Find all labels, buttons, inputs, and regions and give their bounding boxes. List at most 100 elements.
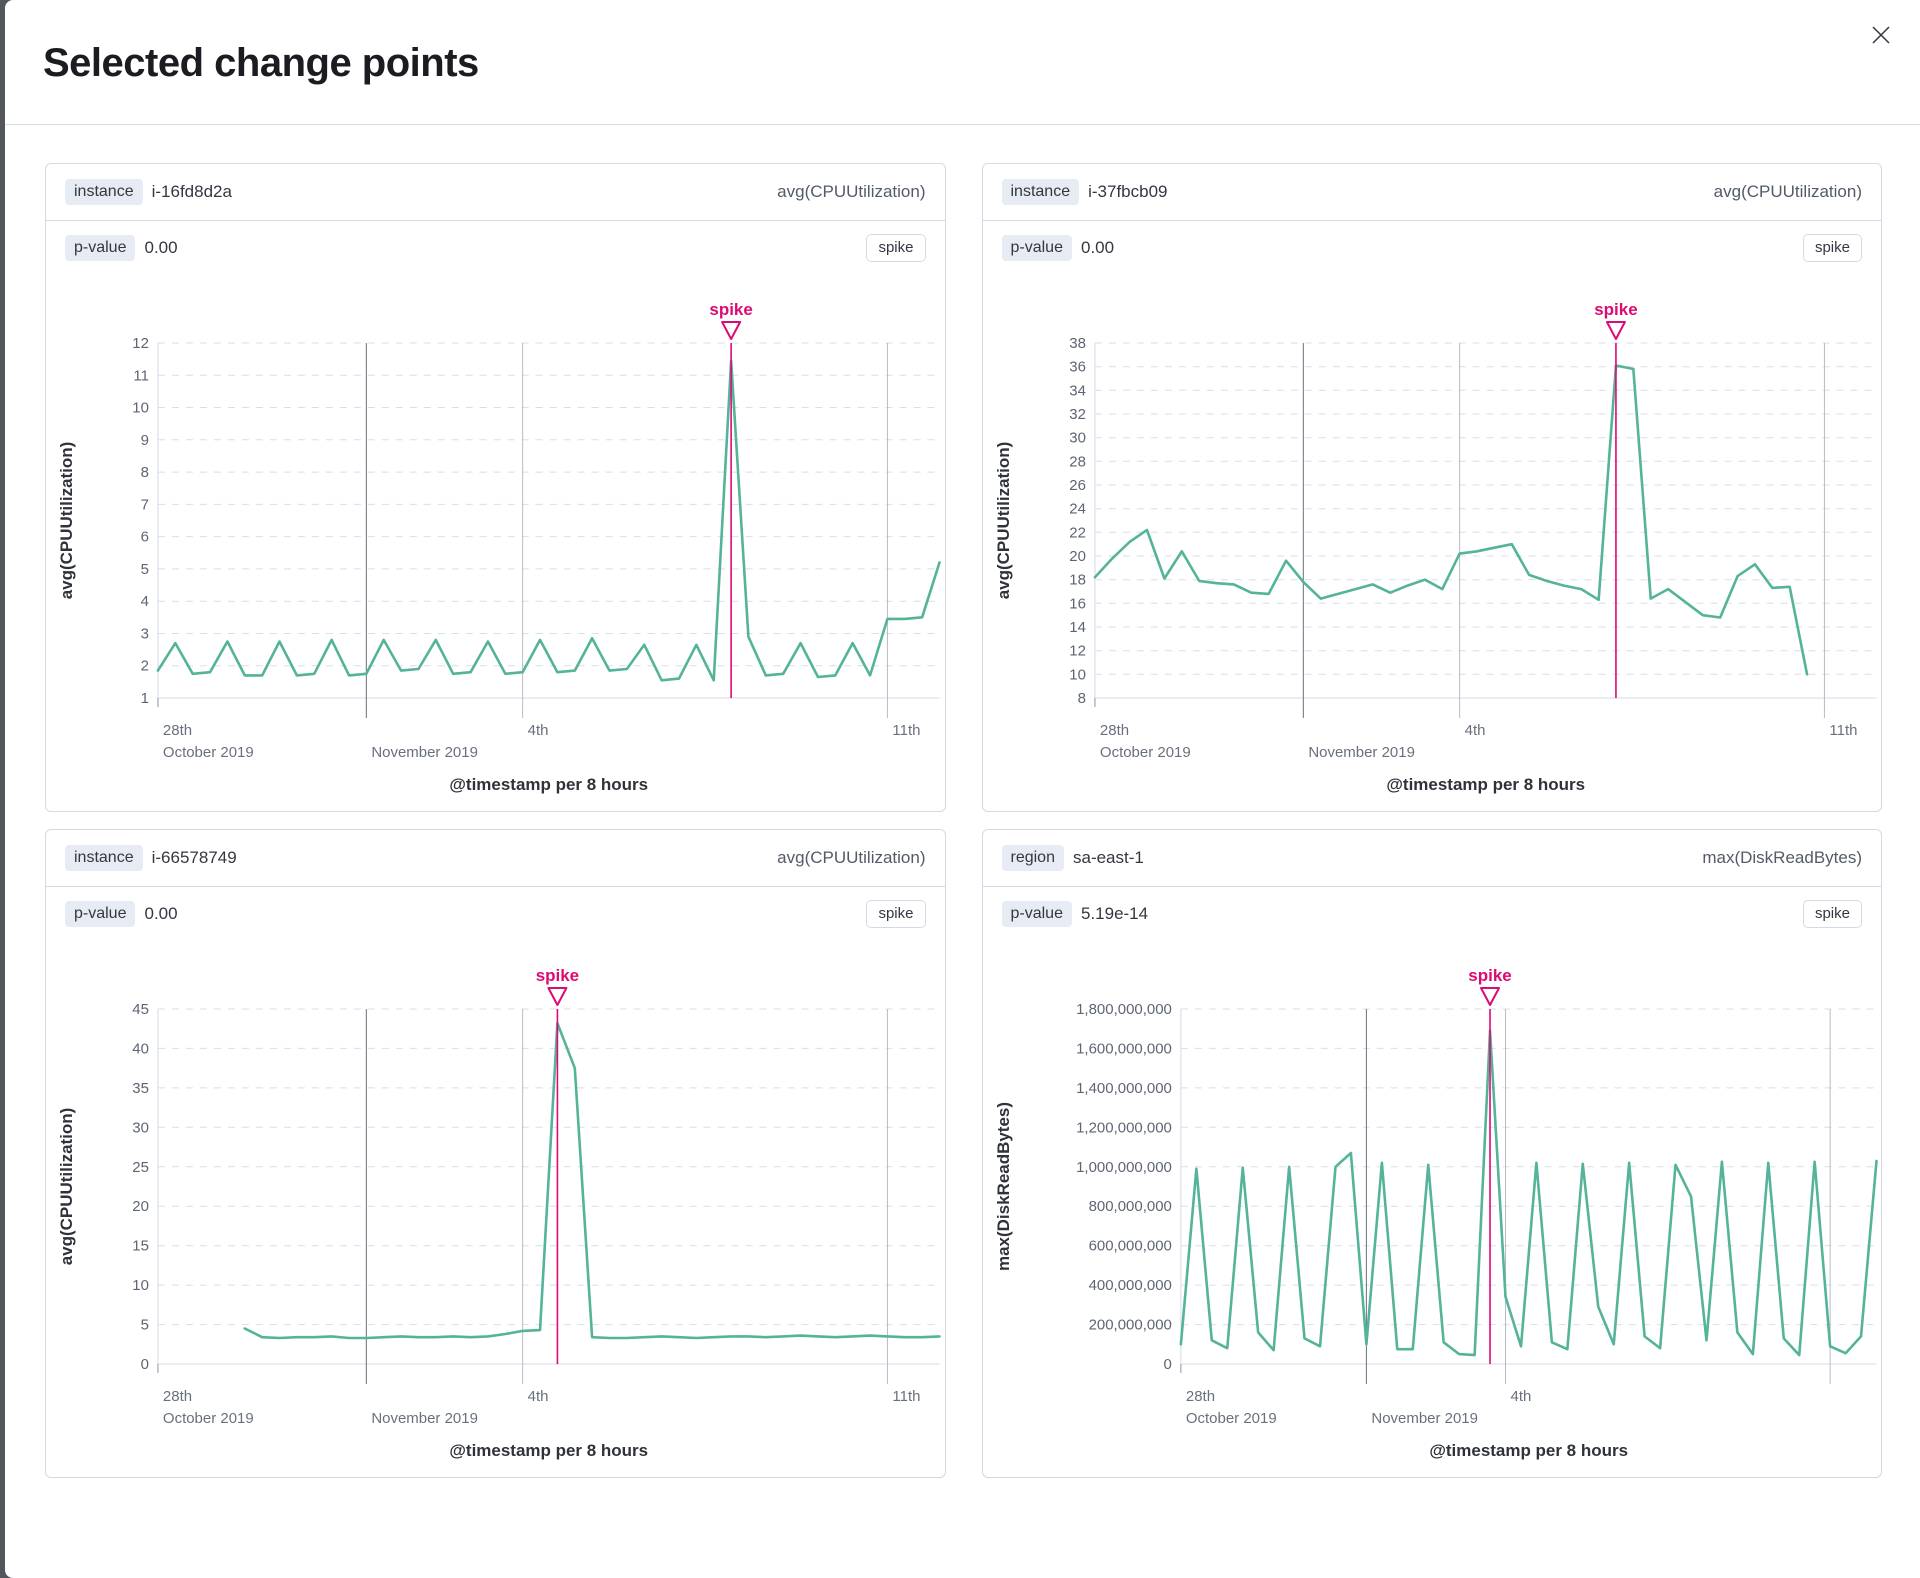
- svg-text:5: 5: [141, 561, 149, 578]
- key-badge: instance: [65, 179, 143, 205]
- line-chart-svg: 0 200,000,000 400,000,000 600,000,000 800,00…: [993, 966, 1878, 1460]
- change-type-button[interactable]: spike: [866, 900, 926, 928]
- panel-key-row: instance i-37fbcb09 avg(CPUUtilization): [982, 164, 1881, 221]
- svg-text:1,600,000,000: 1,600,000,000: [1076, 1040, 1172, 1057]
- key-value: i-66578749: [151, 848, 237, 867]
- svg-text:28th: 28th: [1099, 722, 1128, 739]
- p-value-badge: p-value: [65, 235, 136, 261]
- svg-text:@timestamp per 8 hours: @timestamp per 8 hours: [449, 775, 648, 794]
- change-point-panel: instance i-37fbcb09 avg(CPUUtilization) …: [981, 163, 1882, 812]
- key-badge: instance: [1001, 179, 1080, 205]
- svg-text:1,800,000,000: 1,800,000,000: [1076, 1001, 1172, 1018]
- svg-text:11: 11: [133, 367, 149, 384]
- svg-text:4th: 4th: [1510, 1388, 1531, 1405]
- svg-text:9: 9: [141, 432, 149, 449]
- metric-label: max(DiskReadBytes): [1702, 848, 1862, 867]
- svg-text:October 2019: October 2019: [163, 744, 254, 761]
- svg-text:max(DiskReadBytes): max(DiskReadBytes): [993, 1102, 1012, 1271]
- panels-grid: instance i-16fd8d2a avg(CPUUtilization) …: [5, 125, 1920, 1518]
- svg-text:spike: spike: [1468, 966, 1511, 985]
- p-value: 0.00: [144, 904, 178, 923]
- svg-text:spike: spike: [1594, 300, 1637, 319]
- svg-text:32: 32: [1069, 406, 1086, 423]
- svg-text:35: 35: [132, 1080, 149, 1097]
- svg-text:28th: 28th: [163, 722, 192, 739]
- svg-text:8: 8: [141, 464, 149, 481]
- p-value: 5.19e-14: [1080, 904, 1149, 923]
- panel-pvalue-row: p-value 0.00 spike: [46, 221, 945, 275]
- svg-text:12: 12: [132, 335, 149, 352]
- line-chart-svg: 8 10 12 14 16 18 20 22 24 26 28 30 32 34 36 38 28th Octob…: [993, 300, 1877, 794]
- change-type-button[interactable]: spike: [1802, 234, 1862, 262]
- svg-text:November 2019: November 2019: [371, 744, 478, 761]
- panel-pvalue-row: p-value 0.00 spike: [46, 887, 945, 941]
- svg-text:avg(CPUUtilization): avg(CPUUtilization): [57, 1108, 76, 1266]
- change-type-button[interactable]: spike: [866, 234, 926, 262]
- svg-text:30: 30: [132, 1119, 149, 1136]
- panel-key-row: instance i-66578749 avg(CPUUtilization): [46, 830, 945, 887]
- change-point-chart[interactable]: 8 10 12 14 16 18 20 22 24 26 28 30 32 34 36 38 28th Octob…: [983, 275, 1882, 811]
- svg-text:4: 4: [141, 593, 149, 610]
- svg-text:14: 14: [1069, 619, 1086, 636]
- svg-text:October 2019: October 2019: [1185, 1410, 1276, 1427]
- svg-text:25: 25: [132, 1159, 149, 1176]
- svg-text:10: 10: [1069, 666, 1086, 683]
- change-point-chart[interactable]: 0 200,000,000 400,000,000 600,000,000 800,00…: [983, 941, 1882, 1477]
- svg-text:0: 0: [1163, 1356, 1171, 1373]
- svg-text:4th: 4th: [528, 722, 549, 739]
- change-point-panel: instance i-66578749 avg(CPUUtilization) …: [45, 829, 946, 1478]
- change-point-chart[interactable]: 0 5 10 15 20 25 30 35 40 45 28th October 2019 Novemb…: [46, 941, 945, 1477]
- p-value: 0.00: [1080, 238, 1115, 257]
- svg-text:October 2019: October 2019: [1099, 744, 1190, 761]
- svg-text:@timestamp per 8 hours: @timestamp per 8 hours: [449, 1441, 648, 1460]
- svg-text:7: 7: [141, 496, 149, 513]
- svg-text:10: 10: [132, 399, 149, 416]
- svg-text:12: 12: [1069, 643, 1086, 660]
- svg-text:November 2019: November 2019: [1308, 744, 1415, 761]
- svg-text:24: 24: [1069, 501, 1086, 518]
- svg-text:0: 0: [141, 1356, 149, 1373]
- svg-text:200,000,000: 200,000,000: [1088, 1317, 1171, 1334]
- line-chart-svg: 0 5 10 15 20 25 30 35 40 45 28th October 2019 Novemb…: [57, 966, 941, 1460]
- svg-text:11th: 11th: [892, 1388, 920, 1405]
- close-icon[interactable]: [1866, 20, 1896, 50]
- svg-text:15: 15: [132, 1238, 149, 1255]
- page-title: Selected change points: [43, 41, 479, 85]
- metric-label: avg(CPUUtilization): [777, 182, 926, 201]
- svg-text:October 2019: October 2019: [163, 1410, 254, 1427]
- change-type-button[interactable]: spike: [1802, 900, 1862, 928]
- svg-text:800,000,000: 800,000,000: [1088, 1198, 1171, 1215]
- svg-text:@timestamp per 8 hours: @timestamp per 8 hours: [1429, 1441, 1628, 1460]
- svg-text:11th: 11th: [1829, 722, 1857, 739]
- panel-pvalue-row: p-value 0.00 spike: [983, 221, 1882, 275]
- svg-text:18: 18: [1069, 572, 1086, 589]
- svg-text:November 2019: November 2019: [1371, 1410, 1478, 1427]
- svg-text:1: 1: [141, 690, 149, 707]
- svg-text:38: 38: [1069, 335, 1086, 352]
- panel-key-row: region sa-east-1 max(DiskReadBytes): [982, 830, 1881, 887]
- metric-label: avg(CPUUtilization): [777, 848, 926, 867]
- svg-text:400,000,000: 400,000,000: [1088, 1277, 1171, 1294]
- p-value: 0.00: [144, 238, 178, 257]
- change-point-panel: instance i-16fd8d2a avg(CPUUtilization) …: [45, 163, 946, 812]
- svg-text:30: 30: [1069, 430, 1086, 447]
- change-point-chart[interactable]: 1 2 3 4 5 6 7 8 9 10 11 12 28th October 2019 November …: [46, 275, 945, 811]
- svg-text:20: 20: [1069, 548, 1086, 565]
- key-badge: region: [1001, 845, 1064, 871]
- p-value-badge: p-value: [1001, 901, 1072, 927]
- key-value: sa-east-1: [1072, 848, 1144, 867]
- svg-text:spike: spike: [709, 300, 752, 319]
- svg-text:16: 16: [1069, 595, 1086, 612]
- svg-text:3: 3: [141, 625, 149, 642]
- svg-text:avg(CPUUtilization): avg(CPUUtilization): [993, 442, 1012, 600]
- svg-text:2: 2: [141, 658, 149, 675]
- svg-text:36: 36: [1069, 359, 1086, 376]
- svg-text:4th: 4th: [1464, 722, 1485, 739]
- svg-text:20: 20: [132, 1198, 149, 1215]
- svg-text:45: 45: [132, 1001, 149, 1018]
- svg-text:4th: 4th: [528, 1388, 549, 1405]
- svg-text:avg(CPUUtilization): avg(CPUUtilization): [57, 442, 76, 600]
- modal-header: Selected change points: [5, 0, 1920, 125]
- change-point-panel: region sa-east-1 max(DiskReadBytes) p-va…: [981, 829, 1882, 1478]
